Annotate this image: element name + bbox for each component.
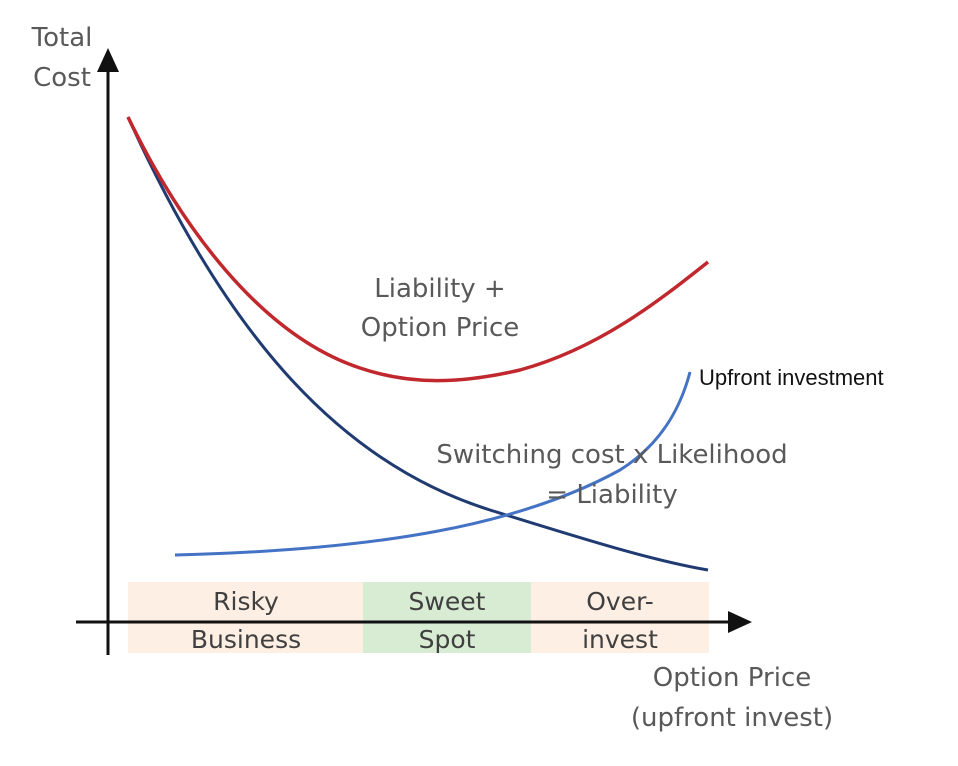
total-curve-label-line1: Liability + [374, 274, 505, 304]
zone-over-invest [531, 582, 709, 653]
zone-risky-line2: Business [191, 625, 301, 654]
zone-sweet-line2: Spot [419, 625, 476, 654]
x-axis-label-line1: Option Price [653, 663, 811, 693]
y-axis-arrow-icon [97, 48, 119, 72]
zone-risky-business [128, 582, 363, 653]
y-axis-label-line2: Cost [33, 63, 91, 93]
total-cost-curve [126, 116, 710, 383]
upfront-curve-label: Upfront investment [699, 365, 884, 390]
x-axis-arrow-icon [728, 611, 752, 633]
axes [76, 48, 752, 655]
zone-over-line1: Over- [586, 587, 654, 616]
total-curve-label-line2: Option Price [361, 313, 519, 343]
y-axis-label-line1: Total [31, 23, 93, 53]
zone-risky-line1: Risky [213, 587, 279, 616]
liability-curve-label-line2: = Liability [546, 480, 677, 510]
zone-bands: Risky Business Sweet Spot Over- invest [128, 582, 709, 654]
zone-over-line2: invest [582, 625, 658, 654]
zone-sweet-line1: Sweet [409, 587, 486, 616]
upfront-investment-curve [174, 371, 692, 557]
liability-curve-label-line1: Switching cost x Likelihood [436, 440, 787, 470]
x-axis-label-line2: (upfront invest) [631, 703, 833, 733]
zone-sweet-spot [363, 582, 531, 653]
liability-curve [126, 116, 709, 572]
